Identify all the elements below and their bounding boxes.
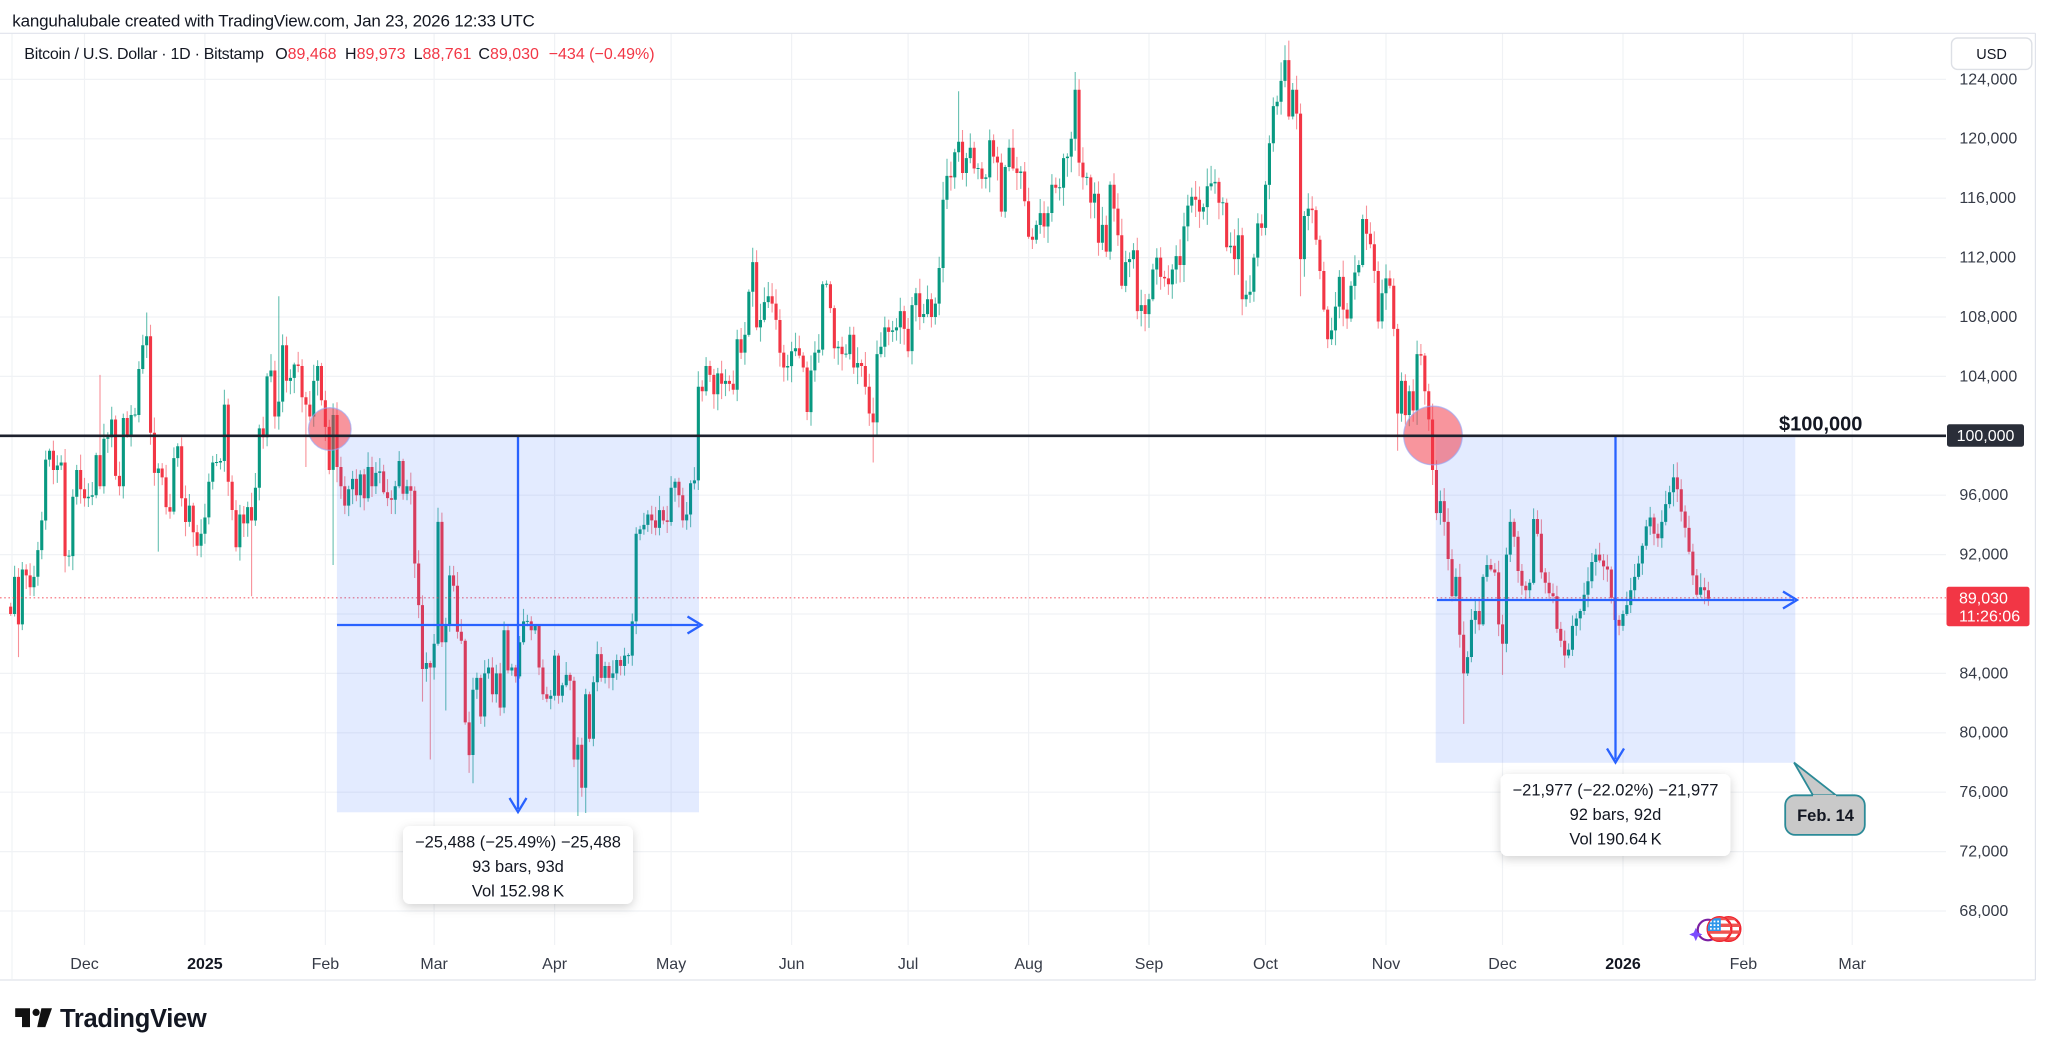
svg-text:−21,977 (−22.02%) −21,977: −21,977 (−22.02%) −21,977: [1513, 782, 1719, 800]
svg-text:Feb: Feb: [1730, 956, 1758, 973]
svg-text:72,000: 72,000: [1959, 844, 2008, 861]
svg-text:96,000: 96,000: [1959, 487, 2008, 504]
svg-text:C89,030: C89,030: [478, 46, 539, 63]
svg-text:92 bars, 92d: 92 bars, 92d: [1570, 806, 1662, 824]
svg-text:O89,468: O89,468: [275, 46, 336, 63]
svg-text:Vol 190.64 K: Vol 190.64 K: [1569, 831, 1661, 849]
svg-text:Bitcoin / U.S. Dollar · 1D · B: Bitcoin / U.S. Dollar · 1D · Bitstamp: [24, 46, 264, 63]
svg-text:Oct: Oct: [1253, 956, 1278, 973]
svg-text:120,000: 120,000: [1959, 131, 2017, 148]
svg-text:Mar: Mar: [420, 956, 448, 973]
svg-text:H89,973: H89,973: [345, 46, 406, 63]
svg-text:Feb. 14: Feb. 14: [1797, 807, 1855, 825]
svg-text:Apr: Apr: [542, 956, 568, 973]
svg-text:108,000: 108,000: [1959, 309, 2017, 326]
svg-text:104,000: 104,000: [1959, 368, 2017, 385]
svg-text:$100,000: $100,000: [1779, 414, 1862, 436]
svg-text:2025: 2025: [187, 956, 223, 973]
svg-text:USD: USD: [1976, 47, 2007, 63]
svg-text:Mar: Mar: [1838, 956, 1866, 973]
svg-text:−25,488 (−25.49%) −25,488: −25,488 (−25.49%) −25,488: [415, 834, 621, 852]
svg-text:93 bars, 93d: 93 bars, 93d: [472, 858, 564, 876]
svg-text:Feb: Feb: [312, 956, 340, 973]
svg-text:Dec: Dec: [1488, 956, 1516, 973]
svg-text:Sep: Sep: [1135, 956, 1164, 973]
svg-text:TradingView: TradingView: [60, 1005, 207, 1033]
svg-text:−434 (−0.49%): −434 (−0.49%): [549, 46, 655, 63]
svg-text:116,000: 116,000: [1959, 190, 2016, 207]
svg-text:84,000: 84,000: [1959, 665, 2008, 682]
svg-text:76,000: 76,000: [1959, 784, 2008, 801]
svg-text:92,000: 92,000: [1959, 547, 2008, 564]
svg-text:124,000: 124,000: [1959, 71, 2017, 88]
svg-text:Dec: Dec: [70, 956, 98, 973]
svg-text:68,000: 68,000: [1959, 903, 2008, 920]
svg-text:100,000: 100,000: [1957, 428, 2015, 445]
svg-text:Jun: Jun: [779, 956, 805, 973]
svg-text:Aug: Aug: [1014, 956, 1042, 973]
svg-text:Jul: Jul: [898, 956, 918, 973]
svg-text:Nov: Nov: [1372, 956, 1400, 973]
svg-text:112,000: 112,000: [1959, 250, 2016, 267]
svg-text:89,030: 89,030: [1959, 591, 2008, 608]
svg-text:Vol 152.98 K: Vol 152.98 K: [472, 883, 564, 901]
svg-text:11:26:06: 11:26:06: [1959, 609, 2020, 626]
svg-text:kanguhalubale created with Tra: kanguhalubale created with TradingView.c…: [12, 11, 534, 30]
svg-text:May: May: [656, 956, 686, 973]
svg-text:L88,761: L88,761: [414, 46, 472, 63]
svg-text:80,000: 80,000: [1959, 725, 2008, 742]
svg-text:2026: 2026: [1605, 956, 1641, 973]
